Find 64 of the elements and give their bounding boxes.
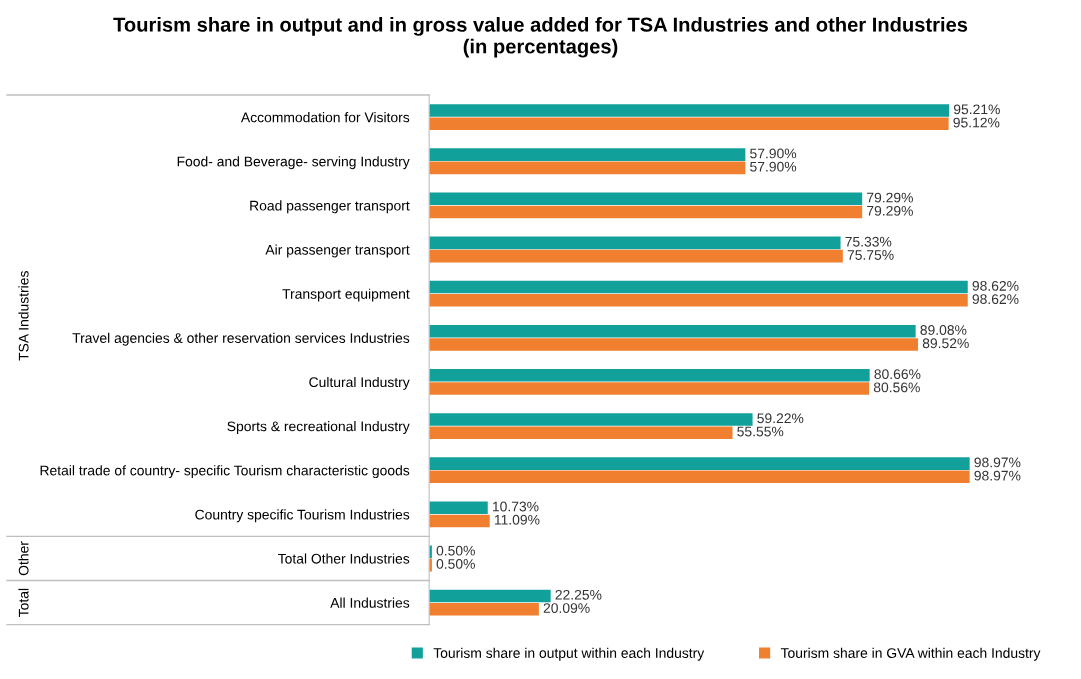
data-label: 20.09% — [543, 603, 590, 613]
bar — [429, 457, 970, 470]
bar — [429, 294, 968, 307]
data-label: 57.90% — [750, 148, 797, 159]
bar — [429, 602, 539, 616]
chart-title: Tourism share in output and in gross value added for TSA Industries and other Industries (in percentages) — [113, 16, 968, 58]
data-label: 22.25% — [555, 589, 602, 600]
data-label: 11.09% — [494, 514, 540, 525]
bar — [429, 117, 949, 131]
data-label: 98.62% — [972, 280, 1019, 291]
y-tick-label: All Industries — [330, 597, 410, 608]
data-label: 0.50% — [436, 545, 475, 556]
bar — [429, 104, 950, 117]
data-label: 80.56% — [873, 382, 920, 393]
bar — [429, 514, 490, 528]
data-label: 75.75% — [847, 250, 894, 260]
data-label: 57.90% — [750, 161, 797, 172]
data-label: 75.33% — [845, 236, 892, 247]
bar — [429, 161, 746, 175]
bar — [429, 324, 916, 338]
data-label: 98.97% — [974, 470, 1021, 481]
data-label: 98.97% — [974, 457, 1021, 468]
bar — [429, 249, 843, 263]
data-label: 55.55% — [737, 426, 784, 437]
bar — [429, 280, 968, 294]
data-label: 79.29% — [867, 205, 913, 216]
text: Total — [18, 588, 29, 617]
bar — [429, 369, 870, 382]
data-label: 80.66% — [874, 369, 921, 380]
data-label: 95.21% — [953, 104, 1000, 115]
data-label: 89.52% — [922, 338, 969, 349]
y-tick-label: Travel agencies & other reservation services Industries — [72, 332, 410, 346]
y-tick-label: Accommodation for Visitors — [240, 112, 410, 123]
data-label: 98.62% — [972, 294, 1019, 305]
bar — [429, 236, 841, 250]
y-tick-label: Retail trade of country- specific Tourism characteristic goods — [40, 465, 410, 479]
y-tick-label: Cultural Industry — [309, 376, 410, 390]
text: Other — [18, 541, 29, 576]
data-label: 89.08% — [920, 325, 967, 335]
bar — [429, 382, 870, 395]
text: TSA Industries — [18, 271, 29, 361]
bar — [429, 413, 753, 426]
data-label: 59.22% — [757, 413, 804, 424]
bar — [429, 205, 863, 219]
bar — [429, 192, 863, 206]
data-label: 95.12% — [953, 117, 1000, 128]
bar — [429, 470, 970, 484]
bar — [429, 426, 733, 439]
y-tick-label: Air passenger transport — [265, 244, 410, 258]
y-tick-label: Food- and Beverage- serving Industry — [177, 156, 410, 170]
data-label: 0.50% — [436, 558, 475, 569]
bar — [429, 589, 551, 603]
data-label: 79.29% — [867, 192, 913, 203]
y-tick-label: Sports & recreational Industry — [227, 421, 410, 434]
bar — [429, 338, 919, 351]
y-tick-label: Country specific Tourism Industries — [195, 509, 410, 523]
legend-label: Tourism share in GVA within each Industry — [780, 647, 1041, 661]
bar — [429, 501, 488, 515]
data-label: 10.73% — [492, 501, 539, 512]
legend-label: Tourism share in output within each Industry — [433, 647, 705, 661]
y-tick-label: Transport equipment — [282, 288, 410, 302]
y-tick-label: Total Other Industries — [278, 553, 410, 564]
bar — [429, 148, 746, 161]
y-tick-label: Road passenger transport — [250, 200, 410, 214]
